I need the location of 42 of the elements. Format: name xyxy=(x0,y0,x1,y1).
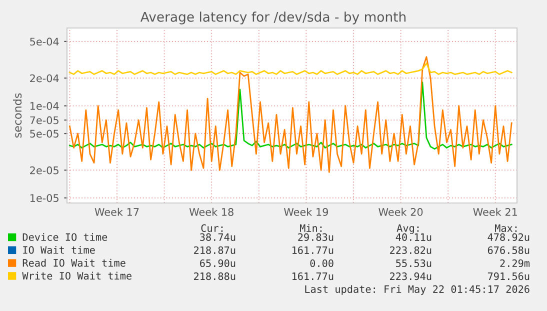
x-tick-label: Week 19 xyxy=(284,208,328,216)
y-tick-label: 2e-05 xyxy=(30,166,58,174)
y-tick-label: 5e-04 xyxy=(30,38,59,46)
text: Cur: xyxy=(201,224,223,232)
text: Min: xyxy=(300,224,322,232)
text: 676.58u xyxy=(488,246,530,254)
text: 29.83u xyxy=(298,233,334,241)
text: 65.90u xyxy=(200,259,236,268)
text: 223.94u xyxy=(390,272,432,280)
text: 791.56u xyxy=(488,272,530,280)
text: 40.11u xyxy=(396,233,432,241)
text: 38.74u xyxy=(200,233,236,241)
text: 218.88u xyxy=(194,272,236,280)
text: 2.29m xyxy=(500,259,530,268)
y-tick-label: 7e-05 xyxy=(30,116,58,124)
line-series xyxy=(69,56,512,173)
text: 218.87u xyxy=(194,246,236,254)
x-tick-label: Week 20 xyxy=(378,208,423,216)
y-tick-label: 1e-05 xyxy=(30,194,58,202)
chart-title: Average latency for /dev/sda - by month xyxy=(140,12,406,24)
x-tick-label: Week 21 xyxy=(473,208,517,216)
text: 223.82u xyxy=(390,246,432,254)
text: Max: xyxy=(495,224,517,232)
x-tick-label: Week 18 xyxy=(189,208,234,216)
legend-label: IO Wait time xyxy=(23,246,95,254)
y-tick-label: 5e-05 xyxy=(30,130,58,138)
legend-label: Device IO time xyxy=(22,233,108,241)
x-tick-label: Week 17 xyxy=(94,208,139,216)
text: 55.53u xyxy=(396,259,432,268)
y-tick-label: 2e-04 xyxy=(30,74,59,82)
text: 0.00 xyxy=(310,259,334,268)
text: Avg: xyxy=(396,224,419,234)
line-series xyxy=(69,82,512,150)
legend-label: Read IO Wait time xyxy=(22,258,126,267)
y-tick-label: 1e-04 xyxy=(30,102,59,110)
text: 161.77u xyxy=(292,246,334,254)
y-axis-title: seconds xyxy=(13,93,22,138)
text: 478.92u xyxy=(488,233,530,241)
legend-label: Write IO Wait time xyxy=(22,272,132,280)
text: Last update: Fri May 22 01:45:17 2026 xyxy=(305,285,530,295)
text: 161.77u xyxy=(292,272,334,280)
line-series xyxy=(69,62,512,75)
